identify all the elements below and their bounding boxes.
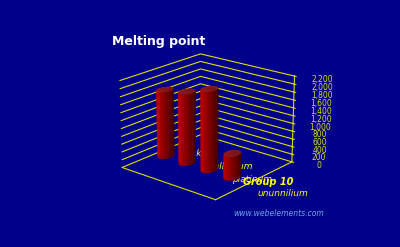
Text: Melting point: Melting point [112, 35, 205, 48]
Text: www.webelements.com: www.webelements.com [234, 209, 324, 218]
